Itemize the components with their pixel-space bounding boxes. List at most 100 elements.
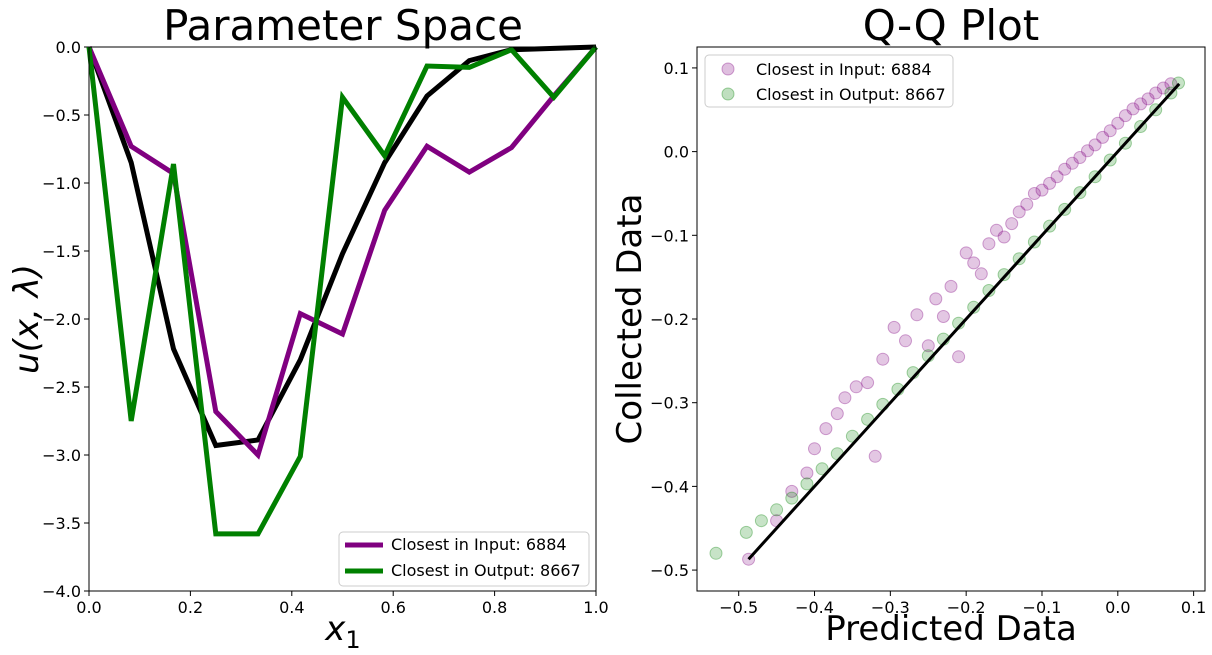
left-xlabel-sub: 1 bbox=[345, 626, 360, 654]
qq-closest-input-point bbox=[921, 339, 935, 353]
qq-closest-output-point bbox=[709, 546, 723, 560]
qq-closest-input-point bbox=[1050, 170, 1064, 184]
qq-closest-input-point bbox=[861, 376, 875, 390]
qq-closest-input-point bbox=[982, 237, 996, 251]
left-chart-frame bbox=[88, 46, 597, 592]
right-legend-output-label: Closest in Output: 8667 bbox=[756, 85, 946, 104]
right-ytick-label: −0.4 bbox=[650, 477, 689, 496]
right-chart-frame bbox=[696, 46, 1206, 592]
qq-closest-input-point bbox=[997, 230, 1011, 244]
qq-closest-input-point bbox=[1141, 92, 1155, 106]
left-legend-box bbox=[338, 531, 590, 587]
right-ytick-label: −0.5 bbox=[650, 561, 689, 580]
left-chart-lines bbox=[86, 44, 598, 537]
qq-closest-input-point bbox=[838, 391, 852, 405]
right-chart-ylabel: Collected Data bbox=[610, 194, 650, 445]
qq-plot-chart: Q-Q Plot Predicted Data Collected Data −… bbox=[610, 1, 1206, 649]
parameter-space-chart: Parameter Space x1 u(x, λ) 0.0 0.2 0.4 0.6 0… bbox=[7, 1, 609, 654]
qq-closest-output-point bbox=[815, 462, 829, 476]
qq-closest-input-point bbox=[876, 352, 890, 366]
qq-closest-input-point bbox=[936, 310, 950, 323]
qq-closest-input-point bbox=[974, 267, 988, 281]
right-ytick-label: 0.0 bbox=[664, 143, 689, 162]
left-ytick-label: −2.0 bbox=[42, 310, 81, 329]
qq-closest-input-point bbox=[1111, 116, 1125, 130]
qq-closest-input-point bbox=[1156, 81, 1170, 95]
qq-reference-line bbox=[747, 82, 1181, 561]
left-legend-input-label: Closest in Input: 6884 bbox=[391, 535, 567, 554]
qq-closest-output-point bbox=[800, 477, 814, 491]
qq-closest-input-point bbox=[929, 292, 943, 306]
left-xtick-label: 0.2 bbox=[178, 598, 203, 617]
left-ytick-label: −3.0 bbox=[42, 446, 81, 465]
qq-closest-input-point bbox=[868, 449, 882, 463]
left-ytick-label: 0.0 bbox=[56, 38, 81, 57]
qq-closest-output-point bbox=[785, 491, 799, 505]
qq-closest-output-point bbox=[982, 284, 996, 297]
qq-closest-input-point bbox=[1043, 176, 1057, 190]
qq-closest-input-point bbox=[1118, 109, 1132, 123]
left-chart-ylabel: u(x, λ) bbox=[7, 264, 47, 374]
right-xtick-label: 0.0 bbox=[1105, 598, 1130, 617]
qq-closest-input-point bbox=[990, 223, 1003, 237]
right-xtick-label: −0.3 bbox=[871, 598, 910, 617]
left-ytick-label: −0.5 bbox=[42, 106, 81, 125]
qq-closest-input-point bbox=[1058, 162, 1072, 176]
left-ytick-label: −3.5 bbox=[42, 514, 81, 533]
qq-closest-input-point bbox=[967, 256, 981, 270]
left-chart-legend: Closest in Input: 6884 Closest in Output… bbox=[338, 531, 590, 587]
qq-closest-input-point bbox=[1103, 124, 1117, 138]
left-xtick-label: 0.0 bbox=[76, 598, 101, 617]
right-legend-box bbox=[704, 54, 954, 108]
right-legend-output-swatch bbox=[721, 87, 735, 101]
qq-closest-input-point bbox=[944, 279, 958, 293]
qq-closest-input-point bbox=[1149, 86, 1163, 100]
qq-closest-input-point bbox=[1134, 97, 1148, 111]
right-xtick-label: 0.1 bbox=[1181, 598, 1206, 617]
qq-closest-input-point bbox=[819, 422, 833, 436]
right-xtick-label: −0.1 bbox=[1023, 598, 1062, 617]
qq-closest-output-point bbox=[770, 503, 784, 517]
right-legend-input-label: Closest in Input: 6884 bbox=[756, 60, 932, 79]
left-xtick-label: 0.8 bbox=[482, 598, 507, 617]
left-chart-xlabel: x1 bbox=[324, 609, 360, 654]
qq-closest-input-point bbox=[1088, 138, 1102, 152]
qq-closest-input-point bbox=[1005, 217, 1019, 231]
qq-closest-input-point bbox=[1012, 205, 1026, 219]
right-xtick-label: −0.4 bbox=[795, 598, 834, 617]
right-ytick-label: −0.1 bbox=[650, 226, 689, 245]
qq-closest-input-point bbox=[1164, 77, 1178, 91]
qq-closest-input-point bbox=[1126, 102, 1140, 116]
left-chart-ticks: 0.0 0.2 0.4 0.6 0.8 1.0 0.0 −0.5 −1.0 −1.5 −2.0 −2.… bbox=[42, 38, 609, 617]
qq-closest-input-point bbox=[800, 466, 814, 480]
qq-closest-output-point bbox=[739, 525, 753, 539]
left-xlabel-main: x bbox=[324, 609, 346, 649]
right-chart-points bbox=[709, 76, 1185, 566]
qq-closest-input-point bbox=[1035, 183, 1049, 197]
left-ytick-label: −1.0 bbox=[42, 174, 81, 193]
qq-closest-input-point bbox=[1020, 197, 1034, 211]
left-xtick-label: 0.4 bbox=[279, 598, 304, 617]
qq-closest-input-point bbox=[887, 320, 901, 334]
right-chart-xlabel: Predicted Data bbox=[825, 609, 1077, 649]
qq-closest-output-point bbox=[967, 300, 981, 314]
left-ytick-label: −2.5 bbox=[42, 378, 81, 397]
right-chart-legend: Closest in Input: 6884 Closest in Output… bbox=[704, 54, 954, 108]
qq-closest-input-point bbox=[1065, 156, 1079, 170]
qq-closest-input-point bbox=[1081, 144, 1094, 158]
right-chart-ticks: −0.5 −0.4 −0.3 −0.2 −0.1 0.0 0.1 0.1 0.0 −0.1 −0.2… bbox=[650, 59, 1206, 617]
left-ytick-label: −1.5 bbox=[42, 242, 81, 261]
qq-closest-input-point bbox=[910, 308, 924, 322]
qq-closest-input-point bbox=[785, 484, 799, 498]
right-ytick-label: 0.1 bbox=[664, 59, 689, 78]
qq-closest-input-point bbox=[849, 380, 863, 394]
right-xtick-label: −0.2 bbox=[947, 598, 986, 617]
right-chart-title: Q-Q Plot bbox=[863, 1, 1040, 50]
left-xtick-label: 1.0 bbox=[583, 598, 608, 617]
qq-closest-input-point bbox=[959, 246, 973, 260]
right-ytick-label: −0.2 bbox=[650, 310, 689, 329]
right-xtick-label: −0.5 bbox=[719, 598, 758, 617]
qq-closest-input-point bbox=[1027, 187, 1041, 200]
left-ytick-label: −4.0 bbox=[42, 582, 81, 601]
